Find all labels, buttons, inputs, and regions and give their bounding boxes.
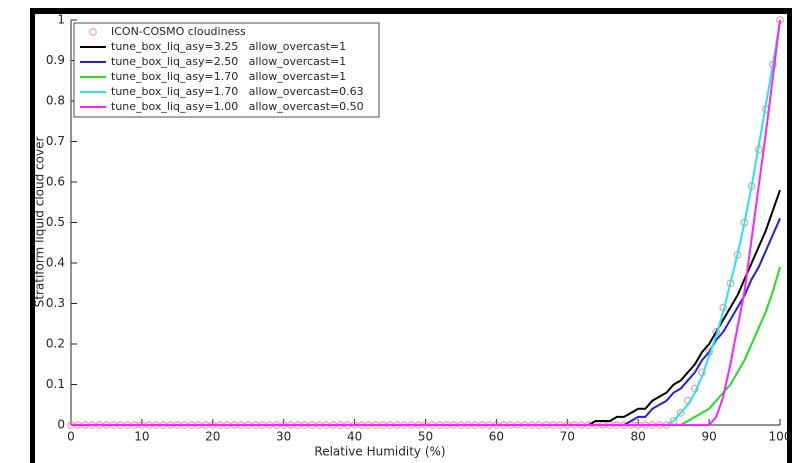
y-tick-label: 0.8 bbox=[46, 94, 65, 108]
legend-label: tune_box_liq_asy=1.00 allow_overcast=0.5… bbox=[111, 100, 364, 113]
x-tick-label: 30 bbox=[276, 430, 291, 444]
y-tick-label: 0.4 bbox=[46, 256, 65, 270]
page: Relative Humidity (%) Stratiform liquid … bbox=[0, 0, 794, 463]
legend: ICON-COSMO cloudiness tune_box_liq_asy=3.… bbox=[74, 23, 379, 117]
x-tick-label: 20 bbox=[205, 430, 220, 444]
x-axis-label: Relative Humidity (%) bbox=[314, 445, 445, 459]
legend-label: tune_box_liq_asy=2.50 allow_overcast=1 bbox=[111, 55, 346, 68]
y-tick-label: 0.3 bbox=[46, 296, 65, 310]
x-tick-label: 80 bbox=[631, 430, 646, 444]
x-tick-label: 10 bbox=[134, 430, 149, 444]
frame-top bbox=[30, 8, 790, 14]
y-tick-label: 0.1 bbox=[46, 377, 65, 391]
chart: Relative Humidity (%) Stratiform liquid … bbox=[0, 0, 794, 463]
x-tick-label: 60 bbox=[489, 430, 504, 444]
legend-label: tune_box_liq_asy=1.70 allow_overcast=1 bbox=[111, 70, 346, 83]
y-tick-label: 1 bbox=[57, 13, 65, 27]
x-tick-label: 70 bbox=[560, 430, 575, 444]
frame-right bbox=[787, 8, 792, 463]
x-tick-label: 40 bbox=[347, 430, 362, 444]
legend-label: tune_box_liq_asy=3.25 allow_overcast=1 bbox=[111, 40, 346, 53]
legend-label: ICON-COSMO cloudiness bbox=[111, 25, 246, 38]
y-tick-label: 0.2 bbox=[46, 337, 65, 351]
x-tick-label: 50 bbox=[418, 430, 433, 444]
y-tick-label: 0.9 bbox=[46, 53, 65, 67]
x-tick-label: 0 bbox=[67, 430, 75, 444]
legend-label: tune_box_liq_asy=1.70 allow_overcast=0.6… bbox=[111, 85, 364, 98]
y-axis-label: Stratiform liquid cloud cover bbox=[33, 137, 47, 308]
x-tick-label: 90 bbox=[701, 430, 716, 444]
y-tick-label: 0 bbox=[57, 418, 65, 432]
y-tick-label: 0.7 bbox=[46, 134, 65, 148]
y-tick-label: 0.6 bbox=[46, 175, 65, 189]
x-tick-label: 100 bbox=[769, 430, 792, 444]
y-tick-label: 0.5 bbox=[46, 215, 65, 229]
